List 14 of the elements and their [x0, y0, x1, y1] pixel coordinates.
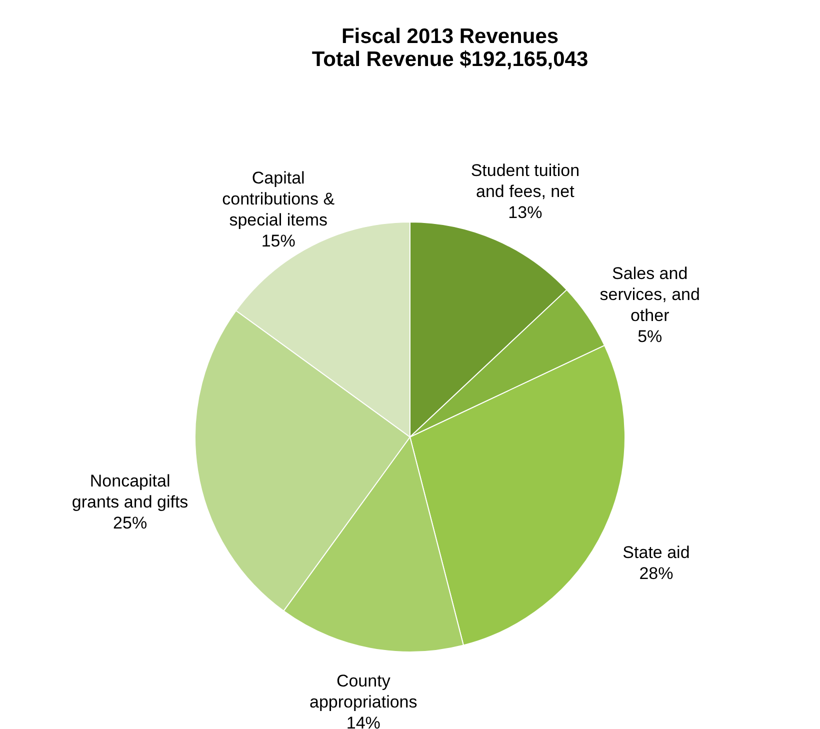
slice-label: State aid: [622, 542, 690, 562]
chart-title: Fiscal 2013 Revenues: [341, 25, 559, 48]
chart-subtitle: Total Revenue $192,165,043: [312, 48, 588, 71]
data-label: 25%: [113, 513, 148, 532]
slice-label: Noncapital grants and gifts: [72, 471, 188, 512]
slice-label: Capital contributions & special items: [222, 168, 336, 230]
data-label: 28%: [639, 564, 674, 583]
data-label: 13%: [508, 202, 542, 222]
data-label: 14%: [346, 713, 380, 729]
data-label: 5%: [638, 326, 662, 346]
data-label: 15%: [261, 232, 296, 251]
slice-label: Sales and services, and other: [600, 264, 700, 325]
slice-label: County appropriations: [310, 671, 418, 712]
slice-label: Student tuition and fees, net: [470, 160, 580, 201]
